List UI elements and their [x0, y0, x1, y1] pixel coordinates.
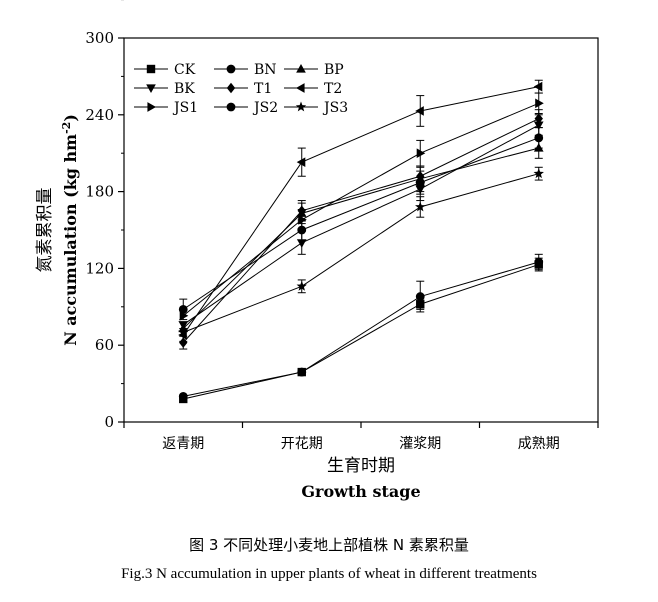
series-line-t1 — [182, 118, 539, 343]
series-markers — [178, 81, 544, 404]
data-point-ck — [416, 300, 425, 309]
data-point-t1 — [297, 205, 306, 217]
figure-caption-cn: 图 3 不同处理小麦地上部植株 N 素累积量 — [189, 536, 469, 554]
y-axis-label-en-main: N accumulation (kg hm — [61, 134, 80, 346]
series-lines — [182, 86, 539, 400]
data-point-t2 — [415, 106, 424, 116]
legend-marker-t2 — [295, 83, 305, 93]
y-tick-label: 180 — [85, 183, 114, 201]
y-tick-label: 240 — [85, 106, 114, 124]
series-line-js1 — [182, 102, 539, 317]
series-line-bn — [183, 261, 539, 397]
data-point-t1 — [179, 337, 188, 348]
y-tick-label: 60 — [95, 336, 114, 354]
x-tick-label: 开花期 — [281, 436, 323, 452]
data-point-bp — [533, 143, 544, 152]
legend-label-bp: BP — [324, 62, 344, 78]
data-point-bk — [178, 321, 189, 330]
x-axis-label-cn: 生育时期 — [327, 456, 395, 476]
data-point-t1 — [534, 113, 543, 124]
y-axis-label-en: N accumulation (kg hm-2) — [60, 114, 80, 346]
x-axis: 返青期 开花期 灌浆期 成熟期 — [123, 422, 599, 452]
legend-label-bk: BK — [174, 81, 195, 97]
data-point-bn — [297, 367, 307, 377]
y-axis-label-en-sup: -2 — [60, 122, 73, 134]
x-axis-label-en: Growth stage — [301, 482, 420, 501]
y-axis-label-cn-group: 氮素累积量 — [35, 188, 55, 273]
legend-marker-js1 — [147, 102, 157, 112]
series-line-js3 — [183, 173, 539, 333]
legend-marker-ck — [146, 64, 156, 74]
data-point-t2 — [533, 81, 543, 92]
legend-label-js1: JS1 — [172, 100, 198, 116]
data-point-bk — [296, 239, 307, 248]
data-point-js1 — [298, 214, 307, 225]
data-point-t2 — [296, 157, 306, 167]
data-point-js3 — [296, 280, 307, 291]
legend-marker-js2 — [226, 102, 236, 112]
series-line-bk — [182, 124, 539, 326]
data-point-js3 — [415, 201, 426, 212]
data-point-bn — [534, 257, 544, 267]
data-point-js2 — [297, 225, 307, 235]
y-axis-label-en-end: ) — [61, 114, 80, 122]
legend-marker-bn — [226, 64, 236, 74]
y-tick-label: 0 — [104, 413, 114, 431]
data-point-bk — [415, 185, 426, 195]
data-point-js2 — [415, 178, 425, 188]
legend-label-t2: T2 — [324, 81, 342, 97]
data-point-bn — [178, 391, 188, 401]
data-point-js3 — [533, 168, 544, 179]
plot-frame — [123, 37, 599, 423]
series-line-ck — [183, 264, 539, 400]
legend-label-t1: T1 — [254, 81, 272, 97]
x-tick-label: 成熟期 — [518, 436, 560, 452]
figure-caption-en: Fig.3 N accumulation in upper plants of … — [121, 566, 537, 582]
data-point-js2 — [534, 133, 544, 143]
data-point-bn — [415, 292, 425, 301]
y-axis: 0 60 120 180 240 300 — [85, 0, 124, 431]
chart-svg: 0 60 120 180 240 300 返青期 开花期 灌浆期 成熟期 CK BN BP BK T1 T… — [35, 0, 599, 501]
y-tick-label: 300 — [85, 29, 114, 47]
data-point-js1 — [416, 148, 426, 159]
series-line-bp — [182, 147, 539, 329]
y-axis-label-cn: 氮素累积量 — [35, 188, 55, 273]
data-point-js2 — [178, 304, 188, 314]
legend: CK BN BP BK T1 T2 JS1 JS2 JS3 — [134, 62, 348, 116]
legend-label-js3: JS3 — [322, 100, 348, 116]
legend-label-js2: JS2 — [252, 100, 278, 116]
y-axis-label-en-group: N accumulation (kg hm-2) — [60, 114, 80, 346]
chart: 0 60 120 180 240 300 返青期 开花期 灌浆期 成熟期 CK BN BP BK T1 T… — [35, 0, 599, 501]
data-point-js1 — [535, 98, 544, 109]
legend-marker-t1 — [226, 82, 236, 94]
legend-marker-js3 — [295, 101, 307, 112]
legend-label-bn: BN — [254, 62, 277, 78]
data-point-js3 — [178, 326, 189, 337]
legend-label-ck: CK — [174, 62, 196, 78]
error-bars — [179, 79, 543, 350]
legend-marker-bp — [296, 63, 306, 73]
x-tick-label: 返青期 — [162, 436, 204, 452]
series-line-js2 — [182, 137, 539, 310]
series-line-t2 — [182, 86, 539, 336]
y-tick-label: 120 — [85, 259, 114, 277]
x-tick-label: 灌浆期 — [399, 436, 441, 452]
data-point-bk — [533, 121, 544, 131]
legend-marker-bk — [146, 84, 156, 94]
